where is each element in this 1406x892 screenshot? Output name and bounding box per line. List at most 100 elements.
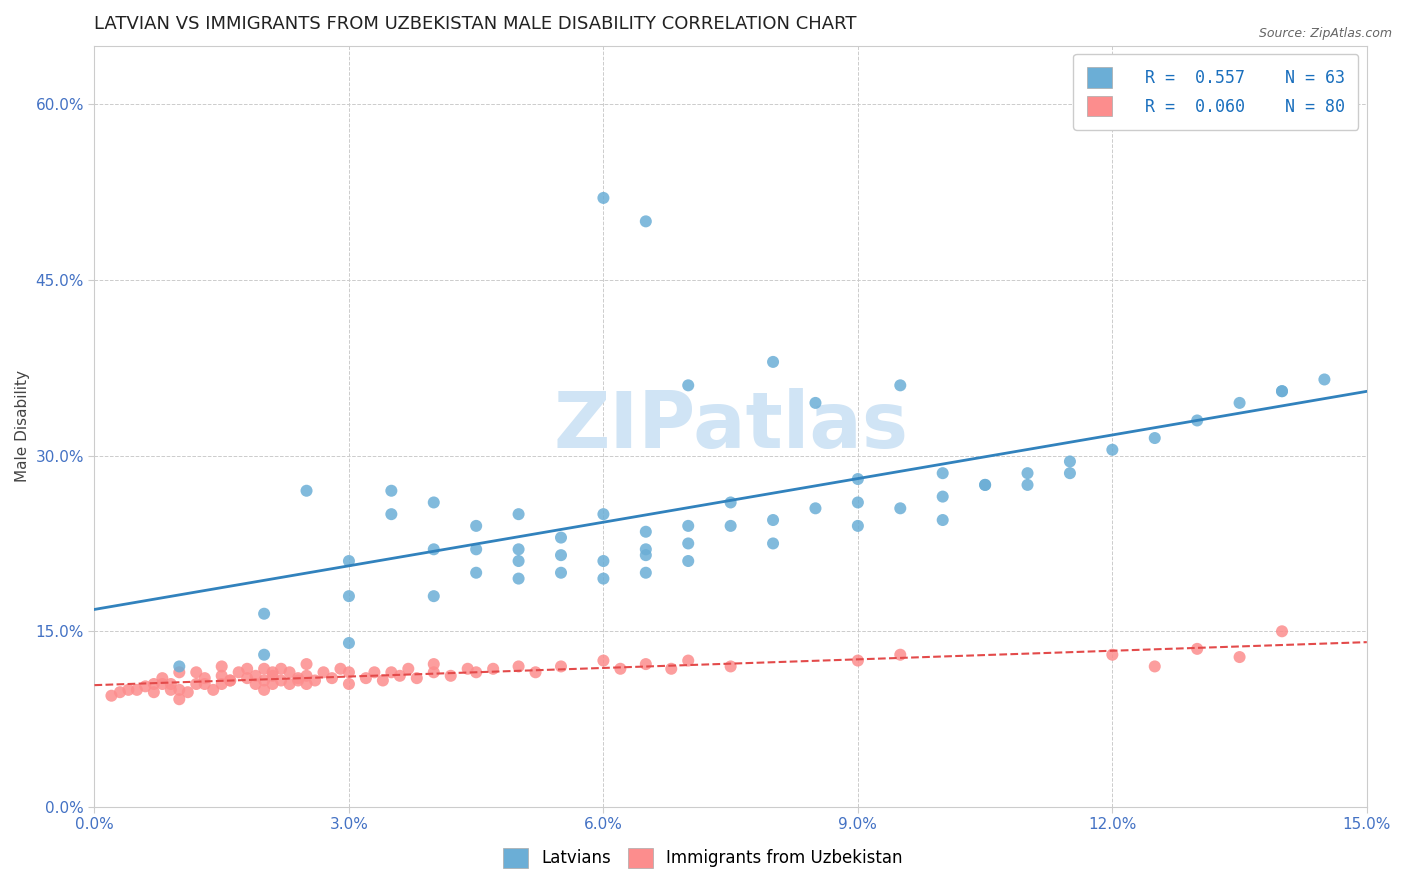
Point (253, 648, 276, 662)
Point (550, 531, 572, 545)
Point (169, 665, 191, 680)
Point (423, 665, 446, 680)
Point (804, 501, 827, 516)
Point (1271, 384, 1294, 399)
Point (262, 669, 284, 683)
Point (592, 191, 614, 205)
Point (609, 662, 631, 676)
Point (1143, 431, 1166, 445)
Point (186, 677, 208, 691)
Point (482, 662, 505, 676)
Point (295, 677, 318, 691)
Point (150, 677, 173, 691)
Point (1229, 396, 1251, 410)
Point (108, 685, 131, 699)
Point (676, 519, 699, 533)
Point (423, 542, 446, 557)
Point (974, 478, 997, 492)
Point (550, 659, 572, 673)
Point (592, 554, 614, 568)
Point (253, 682, 276, 697)
Point (278, 665, 301, 680)
Point (186, 665, 208, 680)
Point (550, 566, 572, 580)
Point (295, 483, 318, 498)
Point (159, 682, 181, 697)
Point (270, 662, 292, 676)
Point (889, 648, 911, 662)
Point (253, 607, 276, 621)
Point (295, 669, 318, 683)
Point (974, 478, 997, 492)
Point (846, 495, 869, 509)
Point (202, 682, 225, 697)
Point (219, 673, 242, 688)
Point (440, 669, 463, 683)
Point (508, 572, 530, 586)
Point (524, 665, 547, 680)
Point (846, 519, 869, 533)
Point (134, 679, 156, 693)
Point (363, 665, 385, 680)
Text: Source: ZipAtlas.com: Source: ZipAtlas.com (1258, 27, 1392, 40)
Point (465, 665, 488, 680)
Point (236, 671, 259, 685)
Point (262, 677, 284, 691)
Point (762, 513, 785, 527)
Point (312, 665, 335, 680)
Point (1313, 372, 1336, 386)
Point (634, 657, 657, 671)
Point (142, 685, 165, 699)
Point (253, 662, 276, 676)
Point (337, 677, 360, 691)
Point (846, 472, 869, 486)
Point (194, 671, 217, 685)
Point (380, 507, 402, 521)
Point (287, 671, 309, 685)
Point (676, 554, 699, 568)
Point (169, 682, 191, 697)
Point (211, 677, 233, 691)
Point (1143, 659, 1166, 673)
Point (329, 662, 352, 676)
Point (634, 548, 657, 562)
Point (1059, 454, 1081, 468)
Point (1185, 413, 1208, 427)
Point (405, 671, 427, 685)
Point (720, 495, 742, 509)
Point (659, 662, 682, 676)
Point (211, 659, 233, 673)
Point (634, 214, 657, 228)
Point (354, 671, 377, 685)
Point (100, 689, 122, 703)
Point (889, 378, 911, 392)
Point (211, 669, 233, 683)
Point (931, 513, 953, 527)
Point (634, 542, 657, 557)
Point (219, 673, 242, 688)
Point (804, 396, 827, 410)
Point (931, 490, 953, 504)
Point (380, 483, 402, 498)
Point (228, 665, 250, 680)
Point (159, 677, 181, 691)
Point (245, 669, 267, 683)
Point (676, 378, 699, 392)
Point (889, 501, 911, 516)
Y-axis label: Male Disability: Male Disability (15, 370, 30, 483)
Point (169, 659, 191, 673)
Point (295, 657, 318, 671)
Point (676, 654, 699, 668)
Point (550, 548, 572, 562)
Point (465, 519, 488, 533)
Legend: Latvians, Immigrants from Uzbekistan: Latvians, Immigrants from Uzbekistan (496, 841, 910, 875)
Point (1185, 641, 1208, 656)
Point (762, 536, 785, 550)
Point (380, 665, 402, 680)
Point (465, 566, 488, 580)
Point (321, 671, 343, 685)
Point (1017, 466, 1039, 480)
Point (592, 654, 614, 668)
Point (142, 677, 165, 691)
Point (676, 536, 699, 550)
